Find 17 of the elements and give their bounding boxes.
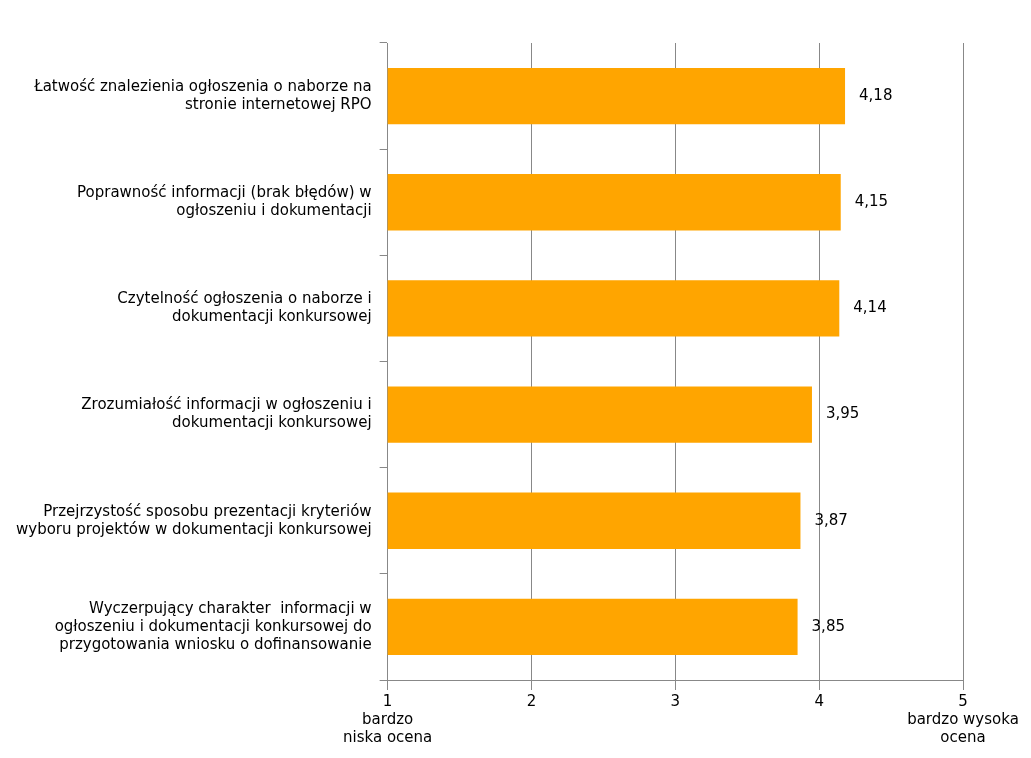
x-tick-label: 1 bardzo niska ocena [343,691,433,746]
y-tick-label: Przejrzystość sposobu prezentacji kryteriów wyboru projektów w dokumentacji konkursowej [15,501,372,538]
x-tick-label: 2 [526,691,537,710]
data-label: 3,95 [825,404,860,423]
y-tick-label: Wyczerpujący charakter informacji w ogłoszeniu i dokumentacji konkursowej do przygotowania wniosku o dofinansowanie [54,598,372,653]
x-tick-label: 5 bardzo wysoka ocena [907,691,1019,746]
y-tick-label: Czytelność ogłoszenia o naborze i dokumentacji konkursowej [117,289,372,326]
x-tick-label: 4 [814,691,824,710]
y-tick-label: Zrozumiałość informacji w ogłoszeniu i dokumentacji konkursowej [81,395,372,432]
data-label: 4,18 [859,85,893,104]
y-tick-label: Łatwość znalezienia ogłoszenia o naborze na stronie internetowej RPO [33,76,372,113]
data-label: 4,14 [853,298,887,317]
data-label: 3,85 [811,616,845,635]
data-label: 3,87 [814,510,848,529]
y-tick-label: Poprawność informacji (brak błędów) w ogłoszeniu i dokumentacji [77,183,372,220]
x-tick-label: 3 [670,691,681,710]
data-label: 4,15 [854,192,889,211]
